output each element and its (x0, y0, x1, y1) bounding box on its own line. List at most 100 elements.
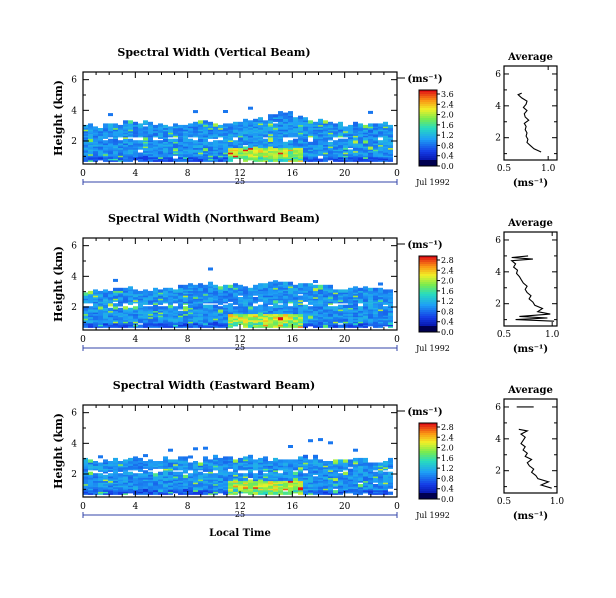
heatmap-cell (358, 287, 363, 292)
heatmap-cell (188, 304, 193, 308)
colorbar-swatch (419, 302, 437, 305)
heatmap-cell (238, 121, 243, 126)
heatmap-cell (88, 323, 93, 327)
heatmap-cell (98, 137, 103, 141)
heatmap-cell (248, 473, 253, 477)
heatmap-cell (198, 303, 203, 307)
average-x-label: (ms⁻¹) (513, 511, 548, 522)
heatmap-cell (243, 118, 248, 123)
colorbar-swatch (419, 475, 437, 478)
colorbar-swatch (419, 324, 437, 327)
heatmap-cell (328, 121, 333, 126)
date-label: Jul 1992 (415, 344, 450, 353)
heatmap-cell (353, 448, 358, 452)
heatmap-cell (373, 137, 378, 141)
colorbar-swatch (419, 110, 437, 113)
colorbar-tick-label: 0.4 (441, 485, 454, 494)
heatmap-cell (343, 480, 348, 485)
heatmap-cell (298, 121, 303, 126)
heatmap-cell (108, 461, 113, 465)
heatmap-cell (218, 484, 223, 488)
heatmap-cell (263, 152, 268, 156)
colorbar-swatch (419, 439, 437, 442)
heatmap-cell (368, 300, 373, 304)
heatmap-cell (178, 310, 183, 315)
colorbar-swatch (419, 150, 437, 153)
panel-title: Spectral Width (Eastward Beam) (113, 379, 315, 392)
heatmap-cell (228, 123, 233, 127)
colorbar-swatch (419, 467, 437, 470)
heatmap-cell (113, 303, 118, 307)
heatmap-cell (93, 289, 98, 293)
heatmap-cell (123, 324, 128, 328)
heatmap-cell (223, 287, 228, 292)
heatmap-cell (118, 124, 123, 129)
heatmap-cell (303, 117, 308, 121)
heatmap-cell (368, 123, 373, 127)
heatmap-cell (178, 465, 183, 469)
heatmap-cell (323, 324, 328, 328)
heatmap-cell (258, 304, 263, 308)
heatmap-cell (213, 321, 218, 325)
average-y-tick-label: 4 (495, 268, 501, 278)
heatmap-cell (238, 132, 243, 136)
heatmap-cell (238, 473, 243, 477)
heatmap-cell (103, 292, 108, 296)
heatmap-cell (223, 138, 228, 142)
heatmap-cell (88, 471, 93, 475)
heatmap-cell (188, 480, 193, 485)
y-tick-label: 2 (71, 303, 77, 313)
heatmap-cell (368, 146, 373, 150)
heatmap-cell (328, 141, 333, 146)
heatmap-cell (163, 124, 168, 129)
colorbar-swatch (419, 485, 437, 488)
heatmap-cell (198, 283, 203, 287)
heatmap-cell (193, 461, 198, 465)
x-tick-label: 0 (80, 335, 86, 345)
heatmap-cell (373, 318, 378, 322)
heatmap-cell (258, 140, 263, 144)
heatmap-cell (378, 315, 383, 319)
heatmap-cell (108, 290, 113, 295)
heatmap-cell (228, 303, 233, 307)
heatmap-cell (243, 140, 248, 144)
heatmap-cell (298, 306, 303, 310)
heatmap-cell (268, 289, 273, 293)
heatmap-cell (93, 488, 98, 492)
heatmap-cell (388, 457, 393, 462)
colorbar-tick-label: 0.8 (441, 307, 454, 316)
heatmap-cell (328, 484, 333, 488)
heatmap-cell (378, 287, 383, 292)
heatmap-cell (293, 471, 298, 475)
heatmap-cell (268, 146, 273, 150)
heatmap-cell (348, 459, 353, 463)
heatmap-cell (178, 124, 183, 129)
heatmap-cell (163, 470, 168, 474)
heatmap-cell (283, 491, 288, 495)
heatmap-cell (293, 300, 298, 304)
heatmap-cell (113, 138, 118, 142)
heatmap-cell (328, 157, 333, 161)
heatmap-cell (388, 128, 393, 132)
heatmap-cell (373, 287, 378, 292)
heatmap-cell (378, 473, 383, 477)
heatmap-cell (153, 491, 158, 495)
heatmap-cell (223, 470, 228, 474)
heatmap-cell (388, 289, 393, 293)
heatmap-cell (253, 473, 258, 477)
colorbar-swatch (419, 451, 437, 454)
heatmap-cell (223, 310, 228, 315)
colorbar-swatch (419, 489, 437, 492)
heatmap-cell (308, 479, 313, 483)
heatmap-cell (103, 307, 108, 312)
heatmap-cell (93, 473, 98, 477)
heatmap-cell (348, 149, 353, 153)
heatmap-cell (203, 295, 208, 299)
colorbar-swatch (419, 164, 437, 167)
heatmap-cell (188, 123, 193, 127)
colorbar-swatch (419, 423, 437, 426)
heatmap-cell (88, 467, 93, 471)
heatmap-cell (288, 470, 293, 474)
heatmap-cell (123, 315, 128, 319)
heatmap-cell (223, 128, 228, 132)
